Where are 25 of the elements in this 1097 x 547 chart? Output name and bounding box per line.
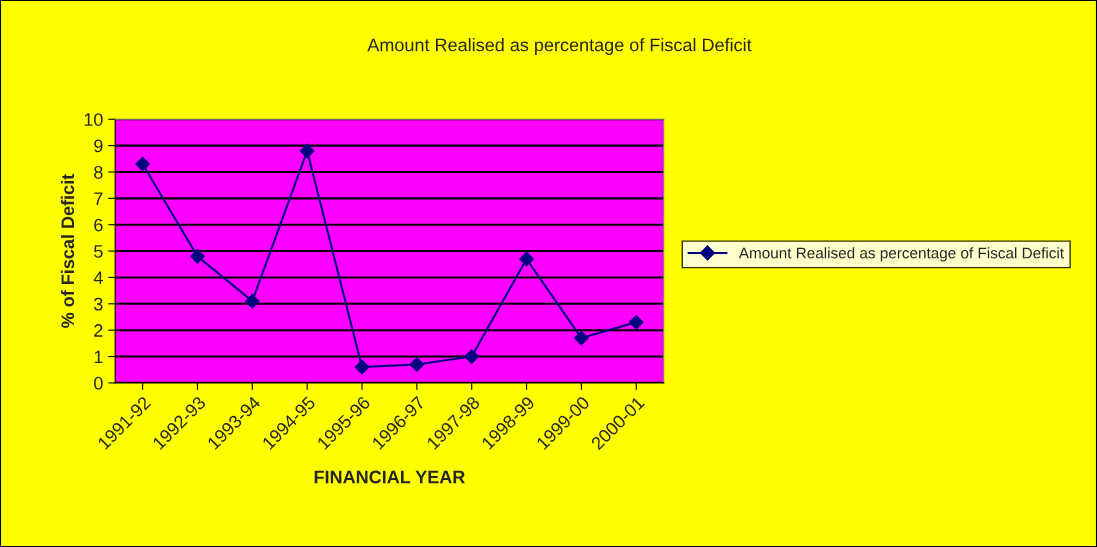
- y-tick-label: 0: [94, 376, 103, 390]
- y-tick-label: 10: [84, 113, 103, 126]
- y-tick-label: 7: [94, 192, 103, 205]
- point: [190, 248, 205, 264]
- point: [574, 330, 589, 346]
- x-axis-title: FINANCIAL YEAR: [314, 470, 465, 484]
- point: [135, 156, 150, 172]
- y-tick-label: 1: [94, 350, 103, 364]
- point: [244, 293, 260, 309]
- y-tick-label: 8: [94, 165, 103, 179]
- point: [299, 143, 315, 159]
- y-tick-label: 4: [93, 271, 103, 284]
- point: [409, 357, 425, 372]
- y-tick-label: 5: [94, 245, 103, 258]
- point: [519, 251, 534, 267]
- y-tick-label: 3: [94, 297, 103, 311]
- y-tick-label: 9: [94, 139, 103, 153]
- legend-label: Amount Realised as percentage of Fiscal Deficit: [738, 247, 1064, 262]
- y-axis-title: % of Fiscal Deficit: [60, 174, 75, 328]
- point: [464, 349, 480, 364]
- y-tick-label: 6: [94, 218, 103, 232]
- point: [628, 314, 644, 330]
- chart-title: Amount Realised as percentage of Fiscal Deficit: [367, 38, 752, 55]
- point: [354, 359, 370, 375]
- y-tick-label: 2: [94, 324, 103, 337]
